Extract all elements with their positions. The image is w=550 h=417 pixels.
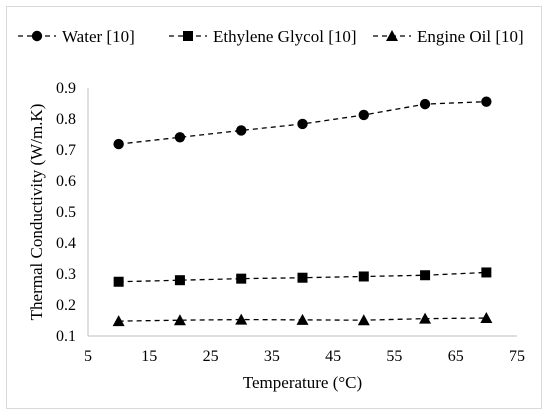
- data-point-square: [236, 273, 247, 284]
- data-point-circle: [236, 125, 247, 136]
- legend-label: Engine Oil [10]: [417, 27, 524, 46]
- x-tick-label: 35: [264, 348, 280, 365]
- data-point-triangle: [296, 313, 309, 325]
- data-point-triangle: [419, 312, 432, 324]
- chart-frame: [6, 6, 542, 409]
- data-point-square: [174, 275, 185, 286]
- data-point-triangle: [357, 314, 370, 326]
- y-tick-label: 0.6: [56, 173, 76, 190]
- legend-marker-square: [183, 31, 193, 41]
- y-tick-label: 0.1: [56, 328, 76, 345]
- x-tick-label: 45: [325, 348, 341, 365]
- legend-label: Ethylene Glycol [10]: [213, 27, 357, 46]
- legend-item: Water [10]: [18, 27, 135, 46]
- y-axis-title: Thermal Conductivity (W/m.K): [27, 104, 46, 321]
- data-point-triangle: [173, 314, 186, 326]
- data-point-square: [297, 272, 308, 283]
- x-tick-label: 75: [509, 348, 525, 365]
- x-axis-title: Temperature (°C): [243, 373, 362, 392]
- data-point-circle: [297, 118, 308, 130]
- legend-label: Water [10]: [62, 27, 135, 46]
- series-square: [113, 267, 492, 287]
- legend: Water [10] Ethylene Glycol [10] Engine Oil…: [18, 27, 524, 46]
- y-tick-label: 0.8: [56, 111, 76, 128]
- y-tick-label: 0.2: [56, 297, 76, 314]
- y-tick-labels: 0.1 0.2 0.3 0.4 0.5 0.6 0.7 0.8 0.9: [56, 80, 76, 345]
- data-point-triangle: [480, 312, 493, 324]
- y-tick-label: 0.5: [56, 204, 76, 221]
- data-point-circle: [419, 98, 431, 110]
- axes: [87, 88, 517, 337]
- data-point-triangle: [112, 315, 125, 327]
- data-point-circle: [113, 138, 124, 150]
- x-tick-labels: 5 15 25 35 45 55 65 75: [84, 348, 525, 365]
- series-triangle: [112, 312, 493, 327]
- x-tick-label: 5: [84, 348, 92, 365]
- x-tick-label: 15: [141, 348, 157, 365]
- series-group: [112, 96, 493, 327]
- y-tick-label: 0.3: [56, 266, 76, 283]
- y-tick-label: 0.4: [56, 235, 76, 252]
- data-point-square: [481, 267, 492, 278]
- series-circle: [113, 96, 492, 150]
- x-tick-label: 25: [203, 348, 219, 365]
- legend-item: Ethylene Glycol [10]: [169, 27, 357, 46]
- data-point-square: [113, 276, 124, 287]
- x-tick-label: 65: [448, 348, 464, 365]
- data-point-circle: [358, 109, 369, 121]
- legend-item: Engine Oil [10]: [373, 27, 524, 46]
- data-point-square: [420, 270, 431, 281]
- legend-marker-circle: [31, 30, 43, 42]
- data-point-circle: [174, 132, 186, 143]
- data-point-circle: [481, 96, 492, 107]
- y-tick-label: 0.7: [56, 142, 76, 159]
- data-point-triangle: [235, 313, 248, 325]
- legend-marker-triangle: [386, 30, 398, 41]
- data-point-square: [358, 271, 369, 282]
- y-tick-label: 0.9: [56, 80, 76, 97]
- x-tick-label: 55: [386, 348, 402, 365]
